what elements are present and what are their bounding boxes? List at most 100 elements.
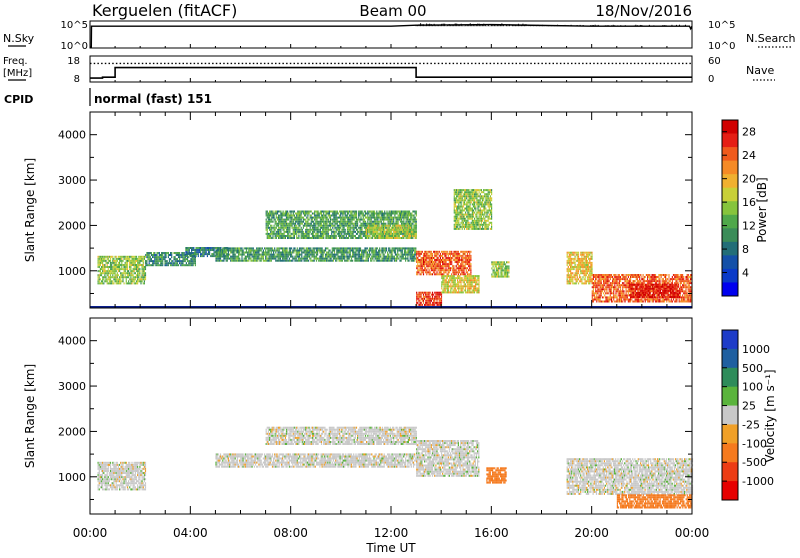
heatmap-cell [424,263,425,265]
heatmap-cell [325,247,326,249]
heatmap-cell [266,213,267,215]
heatmap-cell [471,277,472,279]
heatmap-cell [374,229,375,231]
heatmap-cell [324,250,325,252]
heatmap-cell [387,237,388,239]
heatmap-cell [446,285,447,287]
heatmap-cell [377,223,378,225]
heatmap-cell [469,263,470,265]
heatmap-cell [142,270,143,272]
heatmap-cell [107,280,108,282]
heatmap-cell [297,256,298,258]
heatmap-cell [102,262,103,264]
heatmap-cell [353,252,354,254]
heatmap-cell [198,249,199,251]
heatmap-cell [459,191,460,193]
heatmap-cell [270,260,271,262]
heatmap-cell [301,237,302,239]
heatmap-cell [265,260,266,262]
heatmap-cell [424,292,425,294]
heatmap-cell [447,275,448,277]
heatmap-cell [301,235,302,237]
heatmap-cell [334,233,335,235]
heatmap-cell [278,260,279,262]
heatmap-cell [379,221,380,223]
heatmap-cell [241,252,242,254]
nsky-left-tick-bottom: 10^0 [61,41,88,52]
heatmap-cell [316,231,317,233]
heatmap-cell [376,229,377,231]
heatmap-cell [274,258,275,260]
heatmap-cell [425,267,426,269]
freq-label: Freq. [3,56,28,67]
heatmap-cell [305,211,306,213]
heatmap-cell [315,221,316,223]
heatmap-cell [275,211,276,213]
heatmap-cell [403,258,404,260]
heatmap-cell [379,213,380,215]
heatmap-cell [391,229,392,231]
heatmap-cell [310,225,311,227]
heatmap-cell [351,237,352,239]
heatmap-cell [422,259,423,261]
heatmap-cell [478,277,479,279]
heatmap-cell [226,250,227,252]
heatmap-cell [109,278,110,280]
heatmap-cell [274,217,275,219]
heatmap-cell [280,213,281,215]
heatmap-cell [348,252,349,254]
heatmap-cell [376,237,377,239]
heatmap-cell [365,217,366,219]
heatmap-cell [271,227,272,229]
heatmap-cell [176,258,177,260]
heatmap-cell [255,260,256,262]
heatmap-cell [286,235,287,237]
heatmap-cell [400,217,401,219]
heatmap-cell [140,260,141,262]
heatmap-cell [352,260,353,262]
heatmap-cell [454,289,455,291]
heatmap-cell [377,221,378,223]
heatmap-cell [410,231,411,233]
heatmap-cell [390,256,391,258]
heatmap-cell [461,222,462,224]
heatmap-cell [292,233,293,235]
heatmap-cell [344,231,345,233]
heatmap-cell [378,229,379,231]
heatmap-cell [345,237,346,239]
heatmap-cell [361,260,362,262]
heatmap-cell [346,254,347,256]
heatmap-cell [185,247,186,249]
heatmap-cell [365,223,366,225]
heatmap-cell [461,193,462,195]
heatmap-cell [116,266,117,268]
heatmap-cell [418,304,419,306]
heatmap-cell [281,219,282,221]
heatmap-cell [328,221,329,223]
heatmap-cell [116,276,117,278]
heatmap-cell [277,231,278,233]
heatmap-cell [275,256,276,258]
heatmap-cell [115,276,116,278]
heatmap-cell [304,247,305,249]
heatmap-cell [407,237,408,239]
heatmap-cell [101,256,102,258]
heatmap-cell [357,221,358,223]
heatmap-cell [285,223,286,225]
heatmap-cell [350,221,351,223]
heatmap-cell [452,265,453,267]
heatmap-cell [318,215,319,217]
heatmap-cell [232,247,233,249]
heatmap-cell [178,256,179,258]
heatmap-cell [120,264,121,266]
heatmap-cell [445,257,446,259]
heatmap-cell [200,255,201,257]
heatmap-cell [329,256,330,258]
heatmap-cell [331,231,332,233]
heatmap-cell [368,219,369,221]
heatmap-cell [416,233,417,235]
heatmap-cell [294,237,295,239]
heatmap-cell [171,252,172,254]
heatmap-cell [236,252,237,254]
heatmap-cell [435,259,436,261]
